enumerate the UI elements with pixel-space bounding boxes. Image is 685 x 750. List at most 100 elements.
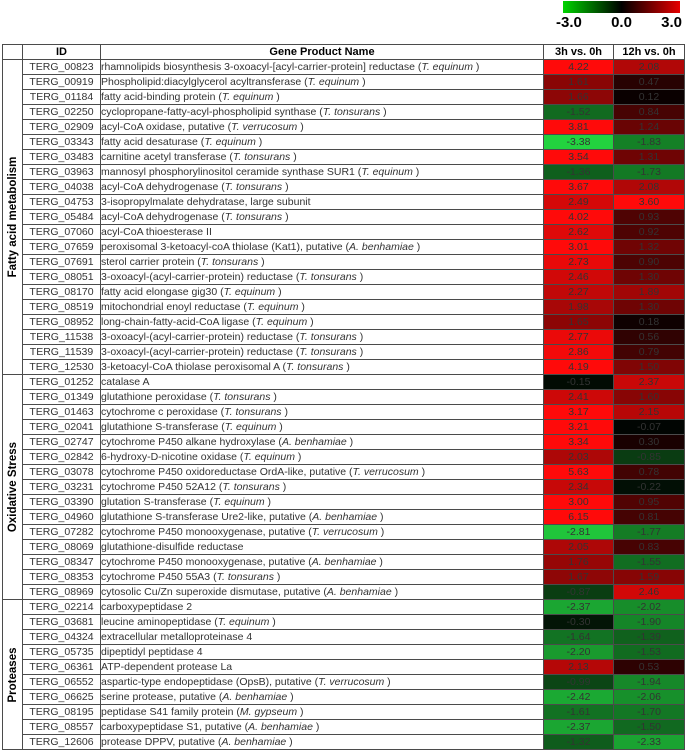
value-cell-3h-vs-0h: -2.81	[543, 524, 614, 540]
value-cell-12h-vs-0h: 0.53	[613, 659, 685, 675]
species-name: T. tonsurans	[224, 406, 282, 418]
value-cell-3h-vs-0h: -2.37	[543, 599, 614, 615]
gene-id-cell: TERG_08969	[22, 584, 101, 600]
group-cell: Oxidative Stress	[2, 374, 23, 600]
value-cell-3h-vs-0h: 3.34	[543, 434, 614, 450]
table-row: TERG_08069 glutathione-disulfide reductas…	[3, 539, 685, 555]
gene-name-cell: acyl-CoA thioesterase II	[100, 224, 544, 240]
value-cell-12h-vs-0h: 1.31	[613, 149, 685, 165]
gene-id-cell: TERG_11538	[22, 329, 101, 345]
gene-name-cell: aspartic-type endopeptidase (OpsB), puta…	[100, 674, 544, 690]
gene-id-cell: TERG_01349	[22, 389, 101, 405]
gene-name-cell: carboxypeptidase 2	[100, 599, 544, 615]
value-cell-12h-vs-0h: -1.55	[613, 554, 685, 570]
gene-name-cell: fatty acid-binding protein (T. equinum )	[100, 89, 544, 105]
gene-id-cell: TERG_08195	[22, 704, 101, 720]
gene-name-cell: acyl-CoA dehydrogenase (T. tonsurans )	[100, 209, 544, 225]
species-name: A. benhamiae	[349, 241, 414, 253]
gene-name-cell: peroxisomal 3-ketoacyl-coA thiolase (Kat…	[100, 239, 544, 255]
gene-id-cell: TERG_12606	[22, 734, 101, 750]
value-cell-3h-vs-0h: 2.03	[543, 449, 614, 465]
gene-id-cell: TERG_02041	[22, 419, 101, 435]
gene-name-cell: serine protease, putative (A. benhamiae …	[100, 689, 544, 705]
gene-name-cell: glutathione S-transferase (T. equinum )	[100, 419, 544, 435]
gene-id-cell: TERG_02250	[22, 104, 101, 120]
value-cell-3h-vs-0h: 5.63	[543, 464, 614, 480]
species-name: T. equinum	[204, 136, 256, 148]
table-row: TERG_03078 cytochrome P450 oxidoreductase…	[3, 464, 685, 480]
table-row: Oxidative Stress TERG_01252 catalase A -0.1…	[2, 374, 685, 600]
value-cell-12h-vs-0h: 0.95	[613, 494, 685, 510]
table-row: TERG_03681 leucine aminopeptidase (T. equ…	[3, 614, 685, 630]
value-cell-12h-vs-0h: 0.90	[613, 254, 685, 270]
value-cell-3h-vs-0h: 6.15	[543, 509, 614, 525]
gene-id-cell: TERG_07691	[22, 254, 101, 270]
header-12h-vs-0h: 12h vs. 0h	[613, 44, 685, 60]
gene-name-cell: glutathione S-transferase Ure2-like, put…	[100, 509, 544, 525]
gene-name-cell: cytochrome P450 55A3 (T. tonsurans )	[100, 569, 544, 585]
table-row: TERG_06625 serine protease, putative (A. …	[3, 689, 685, 705]
species-name: T. tonsurans	[216, 571, 274, 583]
species-name: T. verrucosum	[352, 466, 419, 478]
gene-id-cell: TERG_04753	[22, 194, 101, 210]
value-cell-12h-vs-0h: 1.50	[613, 359, 685, 375]
gene-id-cell: TERG_01463	[22, 404, 101, 420]
gene-name-cell: dipeptidyl peptidase 4	[100, 644, 544, 660]
table-row: TERG_03483 carnitine acetyl transferase (…	[3, 149, 685, 165]
value-cell-3h-vs-0h: 2.49	[543, 194, 614, 210]
value-cell-3h-vs-0h: 2.13	[543, 659, 614, 675]
value-cell-3h-vs-0h: -1.36	[543, 164, 614, 180]
gene-id-cell: TERG_03963	[22, 164, 101, 180]
gene-name-cell: glutathione peroxidase (T. tonsurans )	[100, 389, 544, 405]
table-row: TERG_11538 3-oxoacyl-(acyl-carrier-protei…	[3, 329, 685, 345]
value-cell-12h-vs-0h: 1.30	[613, 269, 685, 285]
table-row: TERG_02842 6-hydroxy-D-nicotine oxidase (…	[3, 449, 685, 465]
value-cell-12h-vs-0h: 0.84	[613, 104, 685, 120]
species-name: T. verrucosum	[231, 121, 298, 133]
value-cell-12h-vs-0h: 2.37	[613, 374, 685, 390]
gene-id-cell: TERG_04038	[22, 179, 101, 195]
value-cell-12h-vs-0h: 2.46	[613, 584, 685, 600]
value-cell-3h-vs-0h: 4.22	[543, 59, 614, 75]
species-name: T. equinum	[221, 91, 274, 103]
value-cell-12h-vs-0h: 1.60	[613, 389, 685, 405]
species-name: A. benhamiae	[326, 586, 392, 598]
table-row: TERG_08353 cytochrome P450 55A3 (T. tonsu…	[3, 569, 685, 585]
table-row: TERG_01349 glutathione peroxidase (T. ton…	[3, 389, 685, 405]
gene-name-cell: Phospholipid:diacylglycerol acyltransfer…	[100, 74, 544, 90]
table-row: TERG_02747 cytochrome P450 alkane hydroxy…	[3, 434, 685, 450]
species-name: T. tonsurans	[299, 271, 357, 283]
value-cell-12h-vs-0h: 0.92	[613, 224, 685, 240]
gene-id-cell: TERG_02909	[22, 119, 101, 135]
species-name: T. tonsurans	[286, 361, 344, 373]
gene-name-cell: sterol carrier protein (T. tonsurans )	[100, 254, 544, 270]
value-cell-3h-vs-0h: -0.87	[543, 584, 614, 600]
table-row: TERG_11539 3-oxoacyl-(acyl-carrier-protei…	[3, 344, 685, 360]
value-cell-3h-vs-0h: 3.67	[543, 179, 614, 195]
gene-name-cell: long-chain-fatty-acid-CoA ligase (T. equ…	[100, 314, 544, 330]
gene-id-cell: TERG_03078	[22, 464, 101, 480]
gene-name-cell: cytochrome c peroxidase (T. tonsurans )	[100, 404, 544, 420]
value-cell-3h-vs-0h: 4.02	[543, 209, 614, 225]
value-cell-3h-vs-0h: 1.67	[543, 569, 614, 585]
gene-name-cell: mitochondrial enoyl reductase (T. equinu…	[100, 299, 544, 315]
value-cell-12h-vs-0h: 1.30	[613, 299, 685, 315]
value-cell-12h-vs-0h: 0.79	[613, 344, 685, 360]
value-cell-3h-vs-0h: 2.86	[543, 344, 614, 360]
species-name: T. tonsurans	[299, 346, 357, 358]
gene-id-cell: TERG_08952	[22, 314, 101, 330]
species-name: T. tonsurans	[299, 331, 357, 343]
table-row: TERG_08557 carboxypeptidase S1, putative …	[3, 719, 685, 735]
value-cell-12h-vs-0h: -1.90	[613, 614, 685, 630]
gene-name-cell: mannosyl phosphorylinositol ceramide syn…	[100, 164, 544, 180]
value-cell-12h-vs-0h: 0.93	[613, 209, 685, 225]
gene-id-cell: TERG_08519	[22, 299, 101, 315]
header-3h-vs-0h: 3h vs. 0h	[543, 44, 614, 60]
header-spacer	[2, 44, 23, 60]
gene-id-cell: TERG_03483	[22, 149, 101, 165]
gene-id-cell: TERG_01252	[22, 374, 101, 390]
value-cell-12h-vs-0h: 0.81	[613, 509, 685, 525]
table-row: TERG_00919 Phospholipid:diacylglycerol ac…	[3, 74, 685, 90]
gene-name-cell: rhamnolipids biosynthesis 3-oxoacyl-[acy…	[100, 59, 544, 75]
gene-name-cell: glutathione-disulfide reductase	[100, 539, 544, 555]
